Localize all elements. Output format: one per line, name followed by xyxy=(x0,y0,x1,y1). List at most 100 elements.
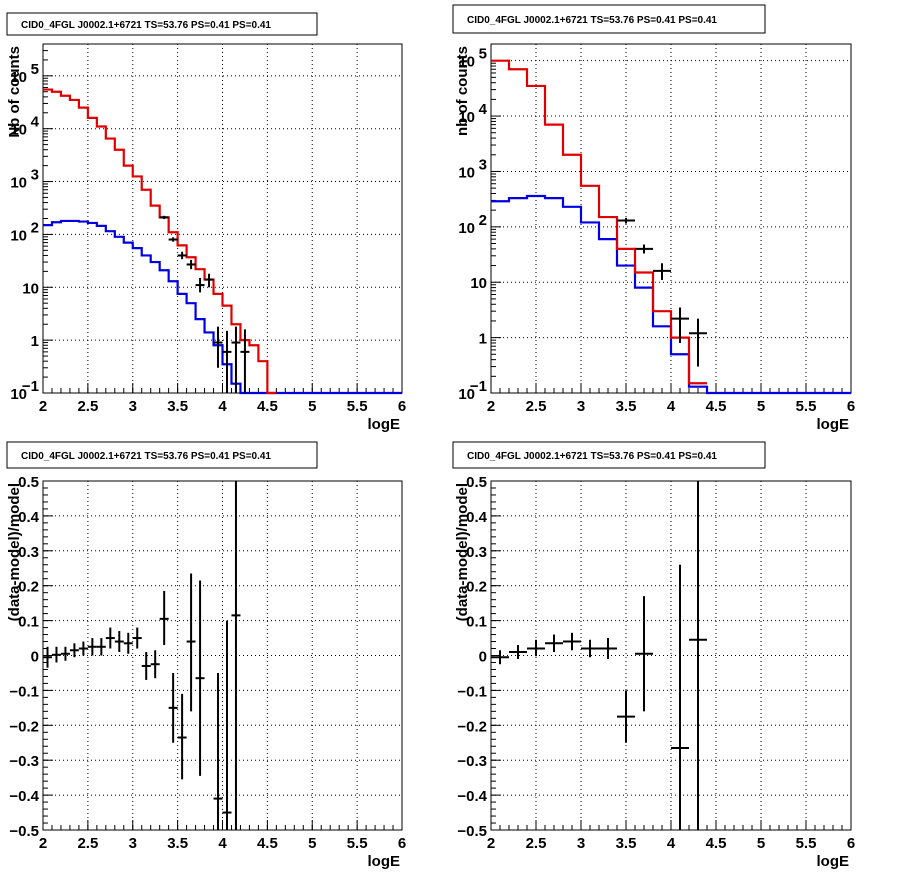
y-tick-label: 0.1 xyxy=(18,614,39,631)
y-tick-exponent: −1 xyxy=(22,378,39,395)
x-tick-label: 4.5 xyxy=(706,835,727,852)
x-tick-label: 5 xyxy=(308,835,316,852)
y-tick-label: −0.4 xyxy=(9,788,39,805)
x-tick-label: 5.5 xyxy=(796,398,817,415)
y-tick-label: −0.4 xyxy=(457,788,487,805)
x-tick-label: 2 xyxy=(487,835,495,852)
y-tick-label: −0.5 xyxy=(9,823,39,840)
residual-panel-left: 2 2.5 3 3.5 4 4.5 5 5.5 6 −0.5 −0.4 −0.3 −0.2 −0.1 0 0.… xyxy=(6,441,406,870)
x-axis-label: logE xyxy=(817,416,850,433)
y-tick-exponent: −1 xyxy=(470,378,487,395)
plot-frame xyxy=(42,43,403,394)
plot-frame xyxy=(490,480,852,831)
y-tick-label: 0 xyxy=(479,649,487,666)
y-tick-label: 10 xyxy=(458,164,475,181)
x-tick-label: 4.5 xyxy=(257,835,278,852)
x-tick-label: 5.5 xyxy=(347,835,368,852)
title-box xyxy=(6,441,318,469)
y-tick-exponent: 4 xyxy=(479,101,488,118)
x-tick-label: 6 xyxy=(847,398,855,415)
x-tick-label: 4 xyxy=(218,835,227,852)
y-tick-label: −0.1 xyxy=(9,683,39,700)
chart-title: CID0_4FGL J0002.1+6721 TS=53.76 PS=0.41 … xyxy=(21,451,271,462)
y-tick-exponent: 3 xyxy=(479,156,487,173)
y-tick-label: 0.4 xyxy=(18,509,40,526)
y-tick-label: 0.2 xyxy=(18,579,39,596)
x-tick-label: 4 xyxy=(667,398,676,415)
x-tick-label: 3 xyxy=(577,398,585,415)
x-tick-label: 2 xyxy=(487,398,495,415)
plot-frame xyxy=(42,480,403,831)
y-tick-label: −0.2 xyxy=(457,718,487,735)
x-tick-label: 4 xyxy=(667,835,676,852)
y-tick-label: 10 xyxy=(10,122,27,139)
x-tick-label: 2.5 xyxy=(77,398,98,415)
y-tick-exponent: 2 xyxy=(479,212,487,229)
y-axis-label: (data-model)/model xyxy=(6,483,23,621)
x-tick-label: 3.5 xyxy=(616,835,637,852)
x-tick-label: 3 xyxy=(577,835,585,852)
x-tick-label: 4.5 xyxy=(706,398,727,415)
x-tick-label: 3.5 xyxy=(167,398,188,415)
y-tick-exponent: 2 xyxy=(31,219,39,236)
y-tick-label: 0 xyxy=(31,649,39,666)
x-tick-label: 3.5 xyxy=(167,835,188,852)
x-tick-label: 3 xyxy=(129,398,137,415)
chart-title: CID0_4FGL J0002.1+6721 TS=53.76 PS=0.41 … xyxy=(467,451,717,462)
y-tick-label: 10 xyxy=(458,54,475,71)
y-tick-label: 1 xyxy=(479,331,487,348)
y-tick-label: 10 xyxy=(458,386,475,403)
y-tick-label: 0.2 xyxy=(466,579,487,596)
chart-title: CID0_4FGL J0002.1+6721 TS=53.76 PS=0.41 … xyxy=(21,20,271,31)
x-tick-label: 3.5 xyxy=(616,398,637,415)
y-axis-label: nb of counts xyxy=(454,46,471,136)
plot-frame xyxy=(490,43,852,394)
x-tick-label: 2.5 xyxy=(526,835,547,852)
background-histogram xyxy=(43,219,402,395)
x-tick-label: 2.5 xyxy=(526,398,547,415)
x-tick-label: 4.5 xyxy=(257,398,278,415)
y-tick-label: −0.3 xyxy=(457,753,487,770)
y-tick-exponent: 4 xyxy=(31,114,40,131)
y-tick-label: −0.2 xyxy=(9,718,39,735)
y-tick-label: −0.3 xyxy=(9,753,39,770)
y-tick-label: 0.3 xyxy=(466,544,487,561)
y-tick-label: 10 xyxy=(10,227,27,244)
y-tick-label: 10 xyxy=(458,220,475,237)
y-tick-label: 10 xyxy=(10,175,27,192)
title-box xyxy=(452,4,766,34)
y-axis-label: Nb of counts xyxy=(6,46,23,138)
x-axis-label: logE xyxy=(817,853,850,870)
model-histogram xyxy=(491,59,707,385)
y-tick-label: 1 xyxy=(31,333,39,350)
y-axis-label: (data-model)/model xyxy=(454,483,471,621)
x-tick-label: 5.5 xyxy=(796,835,817,852)
y-tick-label: 10 xyxy=(470,275,487,292)
y-tick-label: 0.4 xyxy=(466,509,488,526)
y-tick-label: 10 xyxy=(22,280,39,297)
y-tick-exponent: 5 xyxy=(31,61,39,78)
x-tick-label: 5 xyxy=(757,835,765,852)
y-tick-label: −0.5 xyxy=(457,823,487,840)
y-tick-label: 10 xyxy=(458,109,475,126)
x-tick-label: 5.5 xyxy=(347,398,368,415)
y-tick-label: −0.1 xyxy=(457,683,487,700)
chart-title: CID0_4FGL J0002.1+6721 TS=53.76 PS=0.41 … xyxy=(467,15,717,26)
y-tick-label: 0.5 xyxy=(18,474,39,491)
y-tick-exponent: 5 xyxy=(479,46,487,63)
x-tick-label: 6 xyxy=(398,398,406,415)
x-tick-label: 6 xyxy=(398,835,406,852)
x-tick-label: 6 xyxy=(847,835,855,852)
y-tick-label: 10 xyxy=(10,386,27,403)
y-tick-label: 0.3 xyxy=(18,544,39,561)
y-tick-label: 0.1 xyxy=(466,614,487,631)
x-tick-label: 5 xyxy=(308,398,316,415)
x-tick-label: 3 xyxy=(129,835,137,852)
x-tick-label: 4 xyxy=(218,398,227,415)
x-axis-label: logE xyxy=(368,416,401,433)
title-box xyxy=(452,441,766,469)
x-tick-label: 5 xyxy=(757,398,765,415)
x-tick-label: 2 xyxy=(39,835,47,852)
